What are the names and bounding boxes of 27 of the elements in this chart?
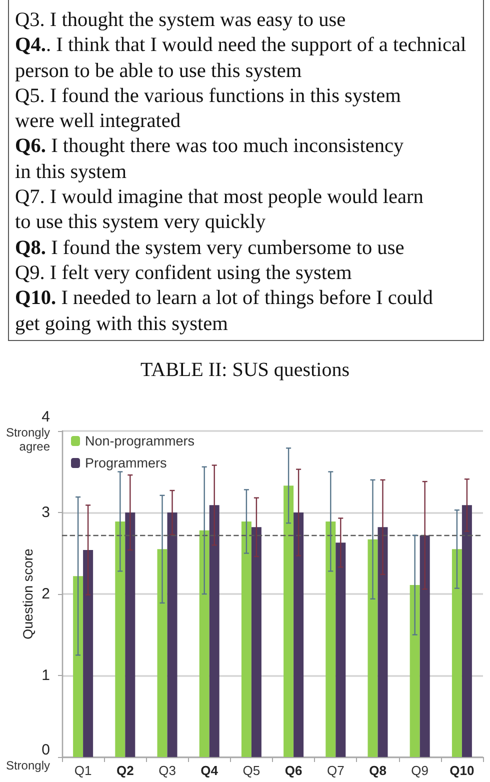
text: Q9. I felt very confident using the system bbox=[15, 260, 353, 286]
text: Q8. I found the system very cumbersome to use bbox=[15, 236, 406, 261]
x-tick-label: Q3 bbox=[158, 763, 176, 778]
x-tick-label: Q5 bbox=[242, 763, 260, 778]
text: Q3. I thought the system was easy to use bbox=[15, 8, 347, 33]
text: Q6. I thought there was too much inconsistency in this system bbox=[15, 134, 405, 185]
y-tick-label: 1 bbox=[42, 667, 50, 684]
text: Q4.. I think that I would need the support of a technical person to be able to use this system bbox=[15, 33, 468, 84]
y-tick-label: 4 Strongly agree bbox=[6, 408, 50, 454]
text: Q5. I found the various functions in this system were well integrated bbox=[15, 84, 402, 134]
text: Q10. I needed to learn a lot of things before I could get going with this system bbox=[15, 286, 434, 337]
x-tick-label: Q1 bbox=[74, 763, 92, 778]
x-tick-label: Q7 bbox=[326, 763, 344, 778]
y-axis-title: Question score bbox=[20, 548, 36, 640]
y-tick-label: 2 bbox=[42, 586, 50, 602]
y-tick-label: 0 Strongly bbox=[6, 742, 50, 772]
y-tick-label: 3 bbox=[42, 504, 50, 521]
text: Q7. I would imagine that most people would learn to use this system very quickly bbox=[15, 185, 424, 236]
legend-label: Programmers bbox=[85, 456, 168, 470]
legend-label: Non-programmers bbox=[85, 434, 195, 448]
x-tick-label: Q4 bbox=[200, 763, 219, 778]
x-tick-label: Q10 bbox=[450, 763, 474, 778]
x-tick-label: Q6 bbox=[284, 763, 302, 778]
x-tick-label: Q2 bbox=[116, 763, 134, 778]
x-tick-label: Q8 bbox=[369, 763, 386, 778]
x-tick-label: Q9 bbox=[411, 763, 429, 778]
text: TABLE II: SUS questions bbox=[140, 358, 350, 383]
